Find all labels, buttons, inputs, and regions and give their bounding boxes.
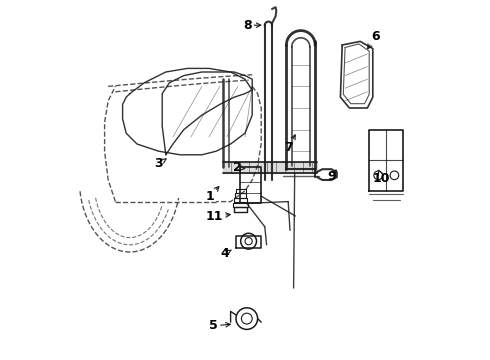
Text: 10: 10 [373, 170, 391, 185]
Text: 4: 4 [220, 247, 231, 260]
Text: 11: 11 [206, 210, 230, 222]
Text: 6: 6 [368, 30, 380, 49]
Text: 9: 9 [327, 170, 336, 183]
Text: 3: 3 [154, 157, 166, 170]
Text: 1: 1 [206, 186, 219, 203]
Text: 5: 5 [209, 319, 230, 332]
Text: 8: 8 [243, 19, 261, 32]
Text: 7: 7 [284, 135, 295, 154]
Text: 2: 2 [233, 161, 245, 174]
